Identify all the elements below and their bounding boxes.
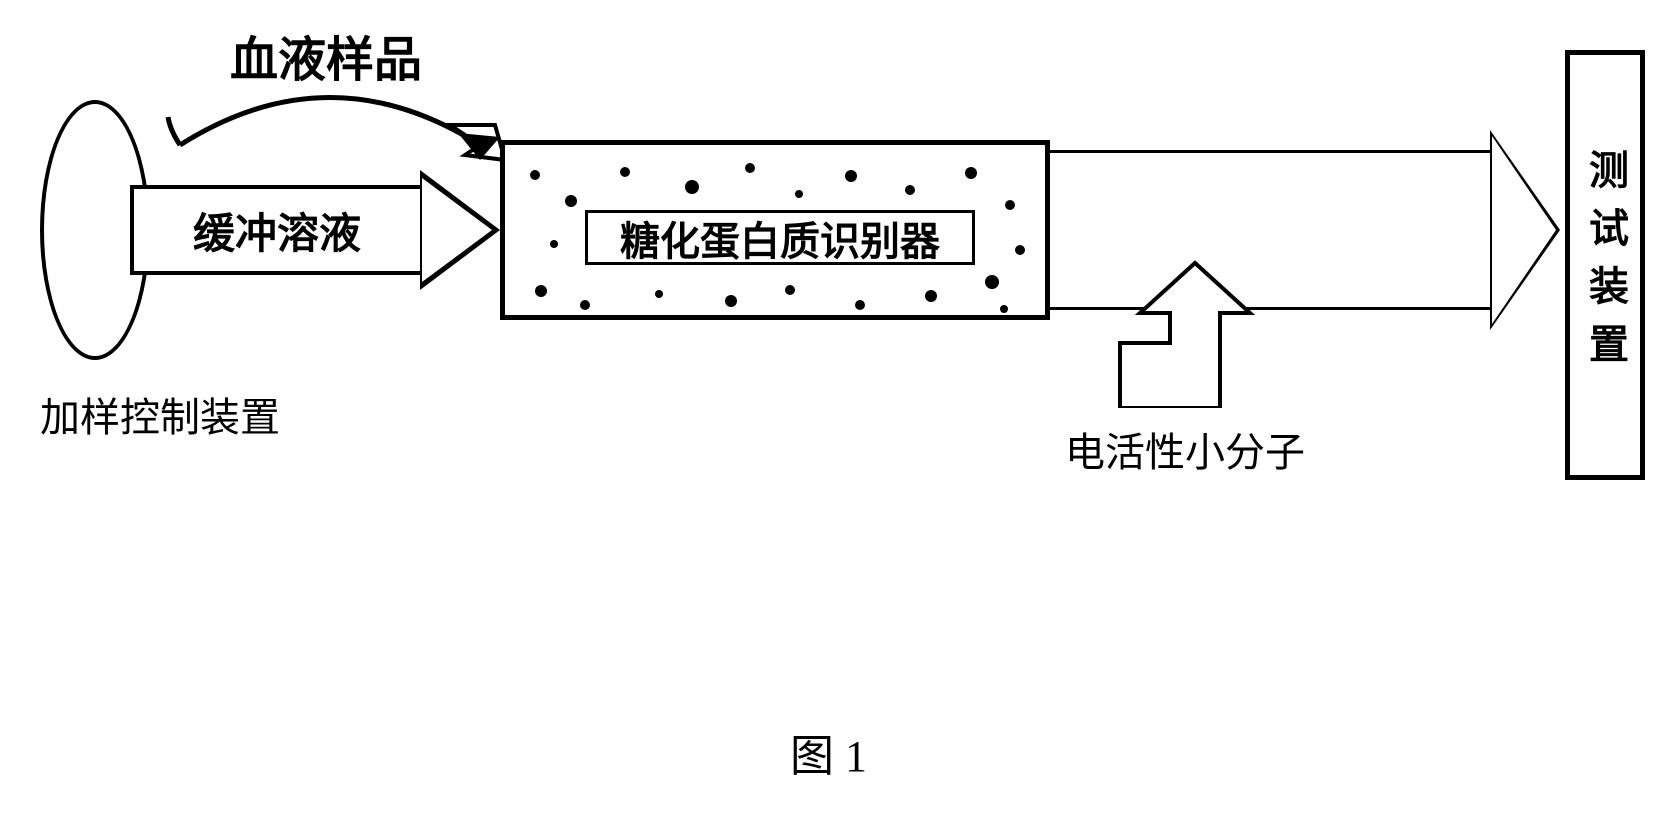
particle-dot: [785, 285, 795, 295]
particle-dot: [1000, 305, 1008, 313]
particle-dot: [535, 285, 547, 297]
flowchart-diagram: 血液样品 缓冲溶液 加样控制装置 糖化蛋白质识别器 电活性小分子 测试装置: [40, 20, 1640, 520]
particle-dot: [655, 290, 663, 298]
buffer-solution-arrow: 缓冲溶液: [130, 170, 500, 290]
recognizer-box: 糖化蛋白质识别器: [500, 140, 1050, 320]
sample-control-label: 加样控制装置: [40, 385, 280, 443]
particle-dot: [795, 190, 803, 198]
particle-dot: [1015, 245, 1025, 255]
particle-dot: [580, 300, 590, 310]
particle-dot: [565, 195, 577, 207]
particle-dot: [745, 163, 755, 173]
buffer-solution-label: 缓冲溶液: [193, 200, 361, 261]
particle-dot: [985, 275, 999, 289]
test-device-box: 测试装置: [1565, 50, 1645, 480]
particle-dot: [1005, 200, 1015, 210]
small-molecule-bent-arrow: [1080, 258, 1260, 408]
figure-caption: 图 1: [790, 720, 867, 784]
particle-dot: [905, 185, 915, 195]
particle-dot: [925, 290, 937, 302]
small-molecule-label: 电活性小分子: [1065, 420, 1305, 478]
particle-dot: [550, 240, 558, 248]
particle-dot: [845, 170, 857, 182]
test-device-label: 测试装置: [1576, 149, 1634, 381]
particle-dot: [725, 295, 737, 307]
particle-dot: [855, 300, 865, 310]
particle-dot: [530, 170, 540, 180]
particle-dot: [965, 167, 977, 179]
particle-dot: [685, 180, 699, 194]
recognizer-inner-label: 糖化蛋白质识别器: [585, 210, 975, 265]
blood-sample-curved-arrow: [150, 75, 520, 185]
particle-dot: [620, 167, 630, 177]
